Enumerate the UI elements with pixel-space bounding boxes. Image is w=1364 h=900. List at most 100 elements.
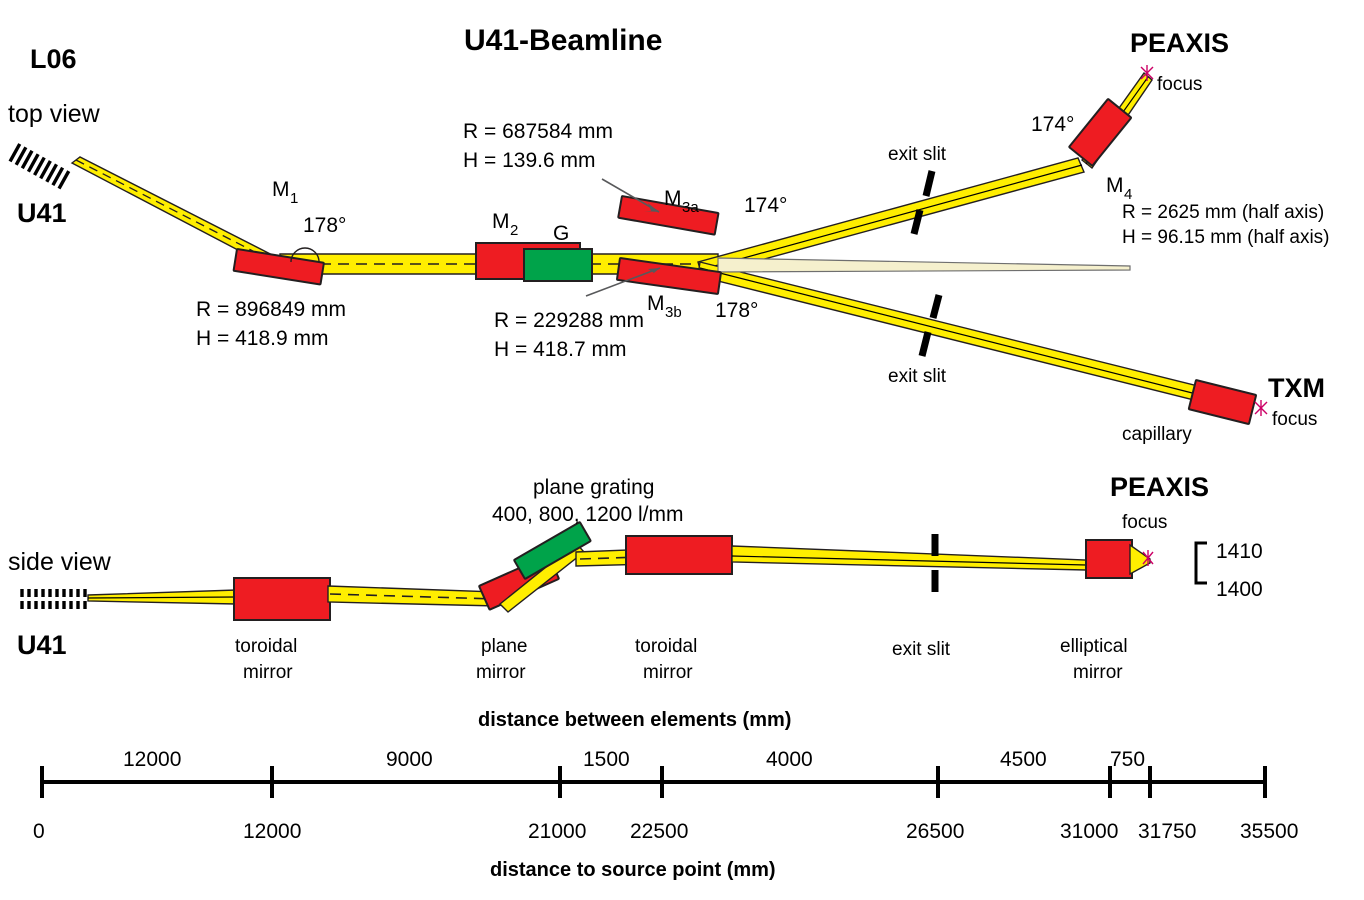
label-m3a: M <box>664 187 682 210</box>
side-view-label: side view <box>8 548 112 576</box>
side-beam-to-focus <box>1129 543 1151 576</box>
focus-label-peaxis-side: focus <box>1122 512 1167 533</box>
capillary-txm <box>1187 379 1257 425</box>
focus-range-lower: 1400 <box>1216 578 1263 601</box>
leader-m3a-arrowhead <box>644 203 659 212</box>
beam-axis-m3b-txm <box>699 267 1213 399</box>
side-view-source-label: U41 <box>17 630 67 660</box>
angle-m1: 178° <box>303 214 346 237</box>
label-m4: M <box>1106 174 1124 197</box>
capillary-label: capillary <box>1122 424 1192 445</box>
beam-axis-m3a-m4 <box>699 164 1083 271</box>
label-g: G <box>553 222 569 245</box>
scale-segment-label-3: 4000 <box>766 748 813 771</box>
side-grating-note-line2: 400, 800, 1200 l/mm <box>492 503 683 526</box>
scale-segment-label-2: 1500 <box>583 748 630 771</box>
scale-tick-label-0: 0 <box>33 820 45 843</box>
distance-scale: distance between elements (mm) 12000 900… <box>33 709 1298 881</box>
mirror-m1 <box>232 248 325 286</box>
label-m3b-subscript: 3b <box>665 304 682 321</box>
label-m1: M <box>272 178 290 201</box>
station-txm: TXM <box>1268 373 1325 403</box>
scale-segment-label-0: 12000 <box>123 748 181 771</box>
label-m2-subscript: 2 <box>510 222 518 239</box>
side-caption-1-line2: mirror <box>476 662 526 683</box>
side-caption-3-line1: exit slit <box>892 639 951 660</box>
spec-m3b-r: R = 229288 mm <box>494 309 644 332</box>
undulator-icon <box>8 143 71 190</box>
label-m4-subscript: 4 <box>1124 186 1132 203</box>
side-caption-0-line1: toroidal <box>235 636 297 657</box>
spec-m1-h: H = 418.9 mm <box>196 327 328 350</box>
mirror-m4 <box>1068 98 1132 167</box>
beam-straight-through <box>717 257 1131 273</box>
grating-g <box>523 248 593 282</box>
side-toroidal-mirror-2 <box>625 535 733 575</box>
side-plane-grating <box>513 521 592 580</box>
side-elliptical-mirror <box>1085 539 1133 579</box>
angle-m4: 174° <box>1031 113 1074 136</box>
exit-slit-lower-icon <box>918 294 943 357</box>
top-view-section: L06 top view U41 <box>8 28 1330 445</box>
undulator-side-icon <box>20 589 87 609</box>
spec-m4-h: H = 96.15 mm (half axis) <box>1122 227 1330 248</box>
label-m2: M <box>492 210 510 233</box>
focus-label-peaxis-top: focus <box>1157 74 1202 95</box>
scale-tick-label-1: 12000 <box>243 820 301 843</box>
side-caption-0-line2: mirror <box>243 662 293 683</box>
side-beam-axis-converging <box>731 555 1087 566</box>
spec-m1-r: R = 896849 mm <box>196 298 346 321</box>
top-view-source-label: U41 <box>17 198 67 228</box>
label-m3a-subscript: 3a <box>682 199 699 216</box>
scale-bottom-caption: distance to source point (mm) <box>490 859 776 881</box>
side-caption-4-line1: elliptical <box>1060 636 1128 657</box>
scale-tick-label-5: 31000 <box>1060 820 1118 843</box>
leader-m3b-arrowhead <box>648 268 660 277</box>
top-view-label: top view <box>8 100 101 128</box>
focus-range-bracket <box>1194 541 1207 585</box>
mirror-m3b <box>616 257 722 295</box>
focus-label-txm: focus <box>1272 409 1317 430</box>
side-caption-2-line2: mirror <box>643 662 693 683</box>
side-toroidal-mirror-1 <box>233 577 331 621</box>
scale-segment-label-1: 9000 <box>386 748 433 771</box>
side-caption-2-line1: toroidal <box>635 636 697 657</box>
side-caption-1-line1: plane <box>481 636 528 657</box>
focus-star-peaxis-side <box>1142 550 1154 566</box>
focus-star-txm <box>1254 400 1268 416</box>
scale-tick-label-3: 22500 <box>630 820 688 843</box>
focus-star-peaxis-top <box>1140 65 1154 81</box>
exit-slit-upper-icon <box>910 170 936 235</box>
spec-m3a-r: R = 687584 mm <box>463 120 613 143</box>
angle-m3a: 174° <box>744 194 787 217</box>
side-beam-axis-source <box>87 596 237 599</box>
leader-m3b <box>585 267 661 297</box>
exit-slit-upper-label: exit slit <box>888 144 947 165</box>
focus-range-upper: 1410 <box>1216 540 1263 563</box>
scale-tick-label-4: 26500 <box>906 820 964 843</box>
corner-label-l06: L06 <box>30 44 77 74</box>
exit-slit-lower-label: exit slit <box>888 366 947 387</box>
side-caption-4-line2: mirror <box>1073 662 1123 683</box>
side-grating-note-line1: plane grating <box>533 476 654 499</box>
scale-top-caption: distance between elements (mm) <box>478 709 791 731</box>
side-beam-axis-toroidal1 <box>329 593 497 600</box>
side-view-section: side view U41 <box>8 472 1263 683</box>
angle-arc-m1 <box>290 247 320 263</box>
spec-m4-r: R = 2625 mm (half axis) <box>1122 202 1324 223</box>
spec-m3b-h: H = 418.7 mm <box>494 338 626 361</box>
station-peaxis-side: PEAXIS <box>1110 472 1209 502</box>
station-peaxis-top: PEAXIS <box>1130 28 1229 58</box>
label-m1-subscript: 1 <box>290 190 298 207</box>
angle-m3b: 178° <box>715 299 758 322</box>
scale-segment-label-5: 750 <box>1110 748 1145 771</box>
scale-tick-label-2: 21000 <box>528 820 586 843</box>
beam-axis-source-m1 <box>75 159 283 267</box>
mirror-m3a <box>617 195 720 236</box>
scale-segment-label-4: 4500 <box>1000 748 1047 771</box>
scale-tick-label-6: 31750 <box>1138 820 1196 843</box>
spec-m3a-h: H = 139.6 mm <box>463 149 595 172</box>
label-m3b: M <box>647 292 665 315</box>
